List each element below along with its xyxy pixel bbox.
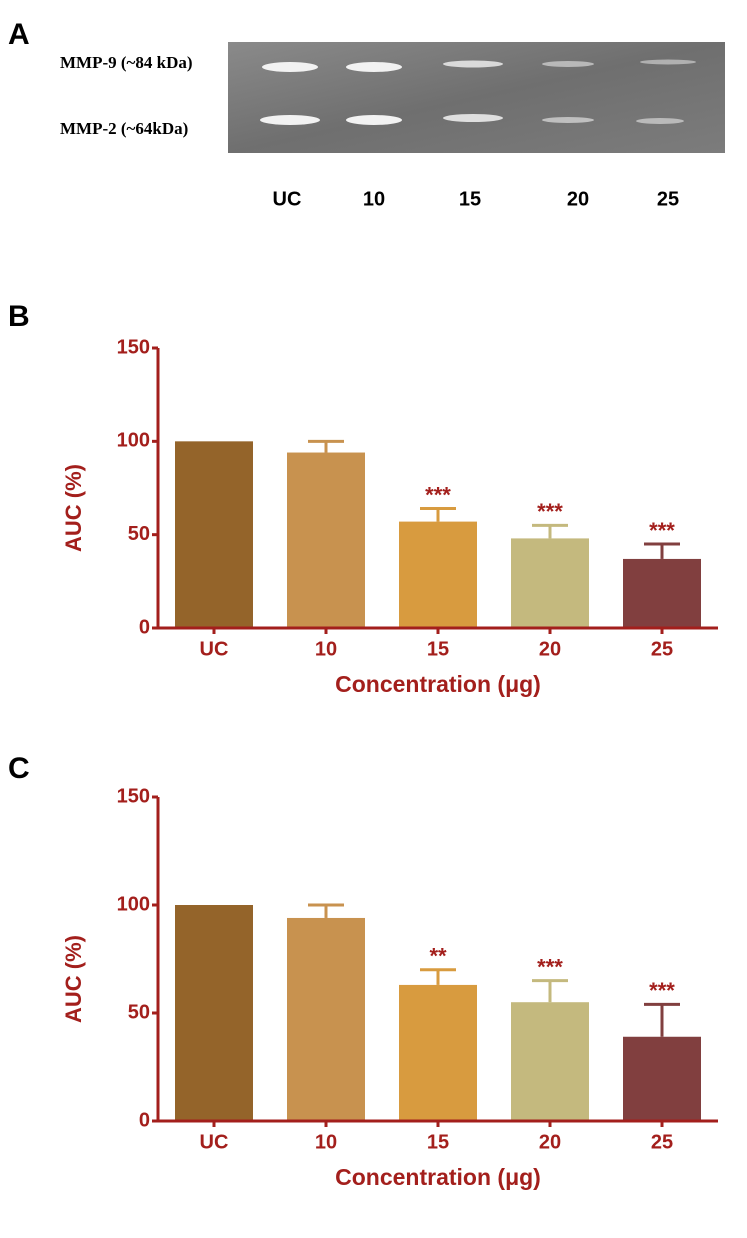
x-tick-label: 15: [427, 638, 449, 660]
bar: [175, 905, 253, 1121]
lane-label: UC: [273, 188, 302, 210]
bar: [287, 452, 365, 628]
x-tick-label: 25: [651, 1131, 673, 1153]
lane-label: 15: [459, 188, 481, 210]
bar: [511, 538, 589, 628]
x-tick-label: 10: [315, 1131, 337, 1153]
gel-bands: [260, 59, 696, 125]
y-tick-label: 100: [117, 430, 150, 452]
gel-panel: A MMP-9 (~84 kDa) MMP-2 (~64kDa) UC 10 1…: [8, 18, 725, 210]
bar: [623, 558, 701, 628]
lane-label: 20: [567, 188, 589, 210]
x-tick-label: UC: [200, 638, 229, 660]
y-tick-label: 50: [128, 523, 150, 545]
bar: [287, 917, 365, 1121]
y-tick-label: 0: [139, 616, 150, 638]
lane-label: 25: [657, 188, 679, 210]
significance-label: ***: [649, 978, 675, 1003]
x-tick-label: UC: [200, 1131, 229, 1153]
x-tick-label: 20: [539, 1131, 561, 1153]
bar: [511, 1002, 589, 1121]
x-tick-label: 15: [427, 1131, 449, 1153]
y-tick-label: 50: [128, 1001, 150, 1023]
y-axis-label: AUC (%): [61, 464, 86, 552]
gel-image: [228, 42, 725, 153]
lane-label: 10: [363, 188, 385, 210]
bar: [175, 441, 253, 628]
significance-label: ***: [425, 482, 451, 507]
y-axis-label: AUC (%): [61, 935, 86, 1023]
x-tick-label: 25: [651, 638, 673, 660]
x-axis-label: Concentration (μg): [335, 671, 541, 697]
band-label: MMP-2 (~64kDa): [60, 119, 188, 138]
panel-letter: C: [8, 752, 30, 785]
significance-label: ***: [537, 499, 563, 524]
x-tick-label: 10: [315, 638, 337, 660]
bar: [399, 521, 477, 628]
bar: [399, 984, 477, 1121]
x-tick-label: 20: [539, 638, 561, 660]
y-tick-label: 150: [117, 336, 150, 358]
bar: [623, 1036, 701, 1121]
panel-letter: B: [8, 300, 30, 333]
y-tick-label: 150: [117, 785, 150, 807]
significance-label: ***: [537, 954, 563, 979]
y-tick-label: 100: [117, 893, 150, 915]
band-label: MMP-9 (~84 kDa): [60, 53, 193, 72]
panel-letter: A: [8, 18, 30, 51]
significance-label: **: [429, 944, 447, 969]
y-tick-label: 0: [139, 1109, 150, 1131]
x-axis-label: Concentration (μg): [335, 1164, 541, 1190]
significance-label: ***: [649, 518, 675, 543]
